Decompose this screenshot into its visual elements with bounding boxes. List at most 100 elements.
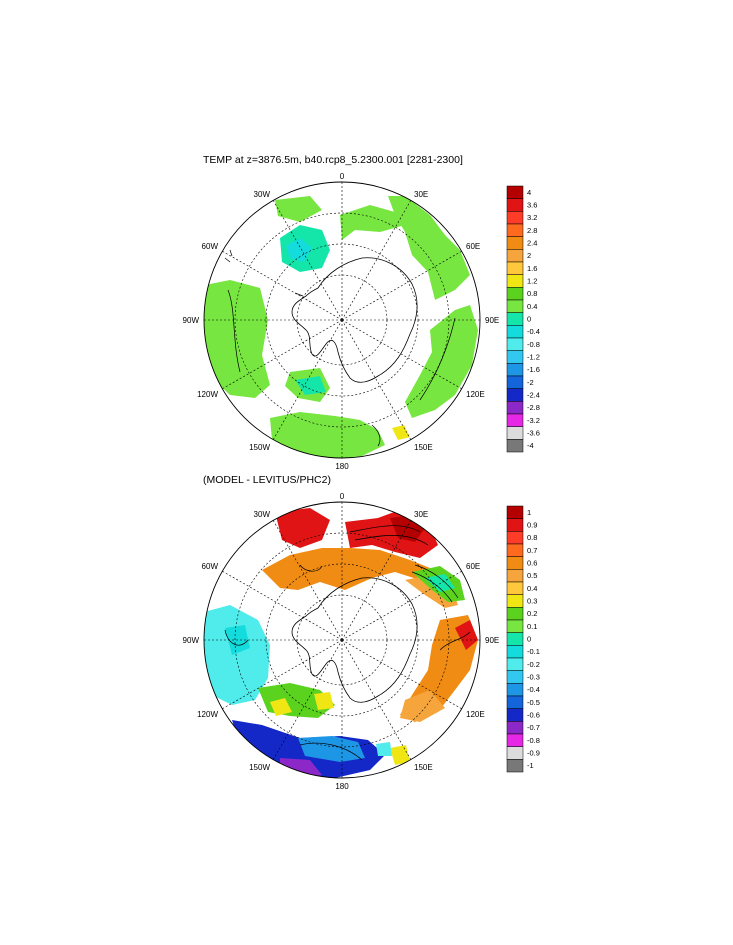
colorbar-swatch [506, 543, 524, 557]
coast-detail [294, 292, 304, 297]
lon-label: 150E [414, 763, 433, 772]
polar-map-bottom: 0 30E 60E 90E 120E 150E 180 150W 120W 90… [183, 492, 500, 791]
colorbar-swatch [506, 746, 524, 760]
coast-detail [224, 249, 233, 263]
colorbar-label: -0.5 [527, 698, 540, 707]
colorbar-label: -3.6 [527, 429, 540, 438]
field-patch [405, 305, 478, 418]
lon-label: 30W [254, 510, 271, 519]
map-boundary-bottom [203, 501, 481, 779]
colorbar-swatch [506, 236, 524, 250]
colorbar-label: 0.7 [527, 546, 537, 555]
field-patch [376, 742, 392, 756]
field-patch [270, 698, 292, 716]
field-patch [388, 196, 470, 300]
colorbar-label: 0 [527, 635, 531, 644]
colorbar-swatch [506, 657, 524, 671]
colorbar-label: -2 [527, 378, 534, 387]
colorbar-label: -0.7 [527, 723, 540, 732]
colorbar-swatch [506, 531, 524, 545]
lon-label: 150E [414, 443, 433, 452]
lon-label: 120E [466, 390, 485, 399]
colorbar-swatch [506, 733, 524, 747]
colorbar-label: 0.5 [527, 571, 537, 580]
colorbar-swatch [506, 261, 524, 275]
colorbar-label: -3.2 [527, 416, 540, 425]
longitude-labels-bottom: 0 30E 60E 90E 120E 150E 180 150W 120W 90… [183, 492, 500, 791]
colorbar-swatch [506, 594, 524, 608]
lon-label: 90E [485, 316, 499, 325]
colorbar-swatch [506, 439, 524, 453]
polar-map-top: 0 30E 60E 90E 120E 150E 180 150W 120W 90… [183, 172, 500, 471]
colorbar-label: 1.2 [527, 277, 537, 286]
colorbar-label: 0.4 [527, 302, 537, 311]
colorbar-swatch [506, 695, 524, 709]
colorbar-label: -0.2 [527, 660, 540, 669]
map-boundary-top [203, 181, 481, 459]
colorbar-label: -0.3 [527, 673, 540, 682]
colorbar-label: 1.6 [527, 264, 537, 273]
colorbar-label: -2.8 [527, 403, 540, 412]
colorbar-label: 0.2 [527, 609, 537, 618]
longitude-grid-bottom [204, 502, 480, 778]
map-title-bottom: (MODEL - LEVITUS/PHC2) [203, 474, 331, 486]
colorbar-swatch [506, 683, 524, 697]
colorbar-swatch [506, 619, 524, 633]
colorbar-swatch [506, 670, 524, 684]
colorbar-swatch [506, 556, 524, 570]
colorbar-label: -4 [527, 441, 534, 450]
colorbar-swatch [506, 607, 524, 621]
field-patch [204, 605, 270, 705]
colorbar-top: 4 3.6 3.2 2.8 2.4 2 1.6 1.2 0.8 0.4 0 -0.4 -0.8 -1.2 -… [506, 185, 540, 453]
field-patch [392, 425, 410, 440]
colorbar-swatch [506, 581, 524, 595]
lon-label: 30E [414, 190, 428, 199]
colorbar-swatch [506, 363, 524, 377]
longitude-grid-top [204, 182, 480, 458]
colorbar-swatch [506, 325, 524, 339]
colorbar-swatch [506, 337, 524, 351]
colorbar-swatch [506, 185, 524, 199]
contour-line [371, 424, 381, 447]
field-patch [314, 692, 334, 710]
lon-label: 60E [466, 242, 480, 251]
colorbar-swatch [506, 223, 524, 237]
colorbar-swatch [506, 312, 524, 326]
colorbar-label: -1 [527, 761, 534, 770]
colorbar-swatch [506, 505, 524, 519]
colorbar-swatch [506, 375, 524, 389]
colorbar-label: -1.6 [527, 365, 540, 374]
colorbar-swatch [506, 198, 524, 212]
colorbar-label: 3.2 [527, 213, 537, 222]
colorbar-label: -0.4 [527, 327, 540, 336]
lon-label: 30W [254, 190, 271, 199]
colorbar-swatch [506, 287, 524, 301]
lon-label: 60E [466, 562, 480, 571]
antarctica-coastline [291, 577, 418, 703]
colorbar-swatch [506, 401, 524, 415]
colorbar-swatch [506, 350, 524, 364]
lon-label: 90E [485, 636, 499, 645]
colorbar-label: -0.1 [527, 647, 540, 656]
colorbar-label: -0.4 [527, 685, 540, 694]
colorbar-label: 0.3 [527, 597, 537, 606]
lon-label: 150W [249, 763, 270, 772]
lon-label: 180 [335, 462, 349, 471]
field-patch [340, 205, 405, 240]
lon-label: 0 [340, 172, 345, 181]
colorbar-label: 0.9 [527, 521, 537, 530]
field-patch [262, 548, 455, 600]
colorbar-swatch [506, 426, 524, 440]
colorbar-swatch [506, 299, 524, 313]
colorbar-label: -0.8 [527, 736, 540, 745]
field-patch [405, 575, 458, 608]
colorbar-swatch [506, 569, 524, 583]
colorbar-label: 0.8 [527, 289, 537, 298]
lon-label: 30E [414, 510, 428, 519]
field-patch [400, 690, 445, 722]
colorbar-label: -2.4 [527, 391, 540, 400]
colorbar-label: 0.6 [527, 559, 537, 568]
lon-label: 60W [202, 562, 219, 571]
colorbar-label: 0.1 [527, 622, 537, 631]
colorbar-label: 2 [527, 251, 531, 260]
